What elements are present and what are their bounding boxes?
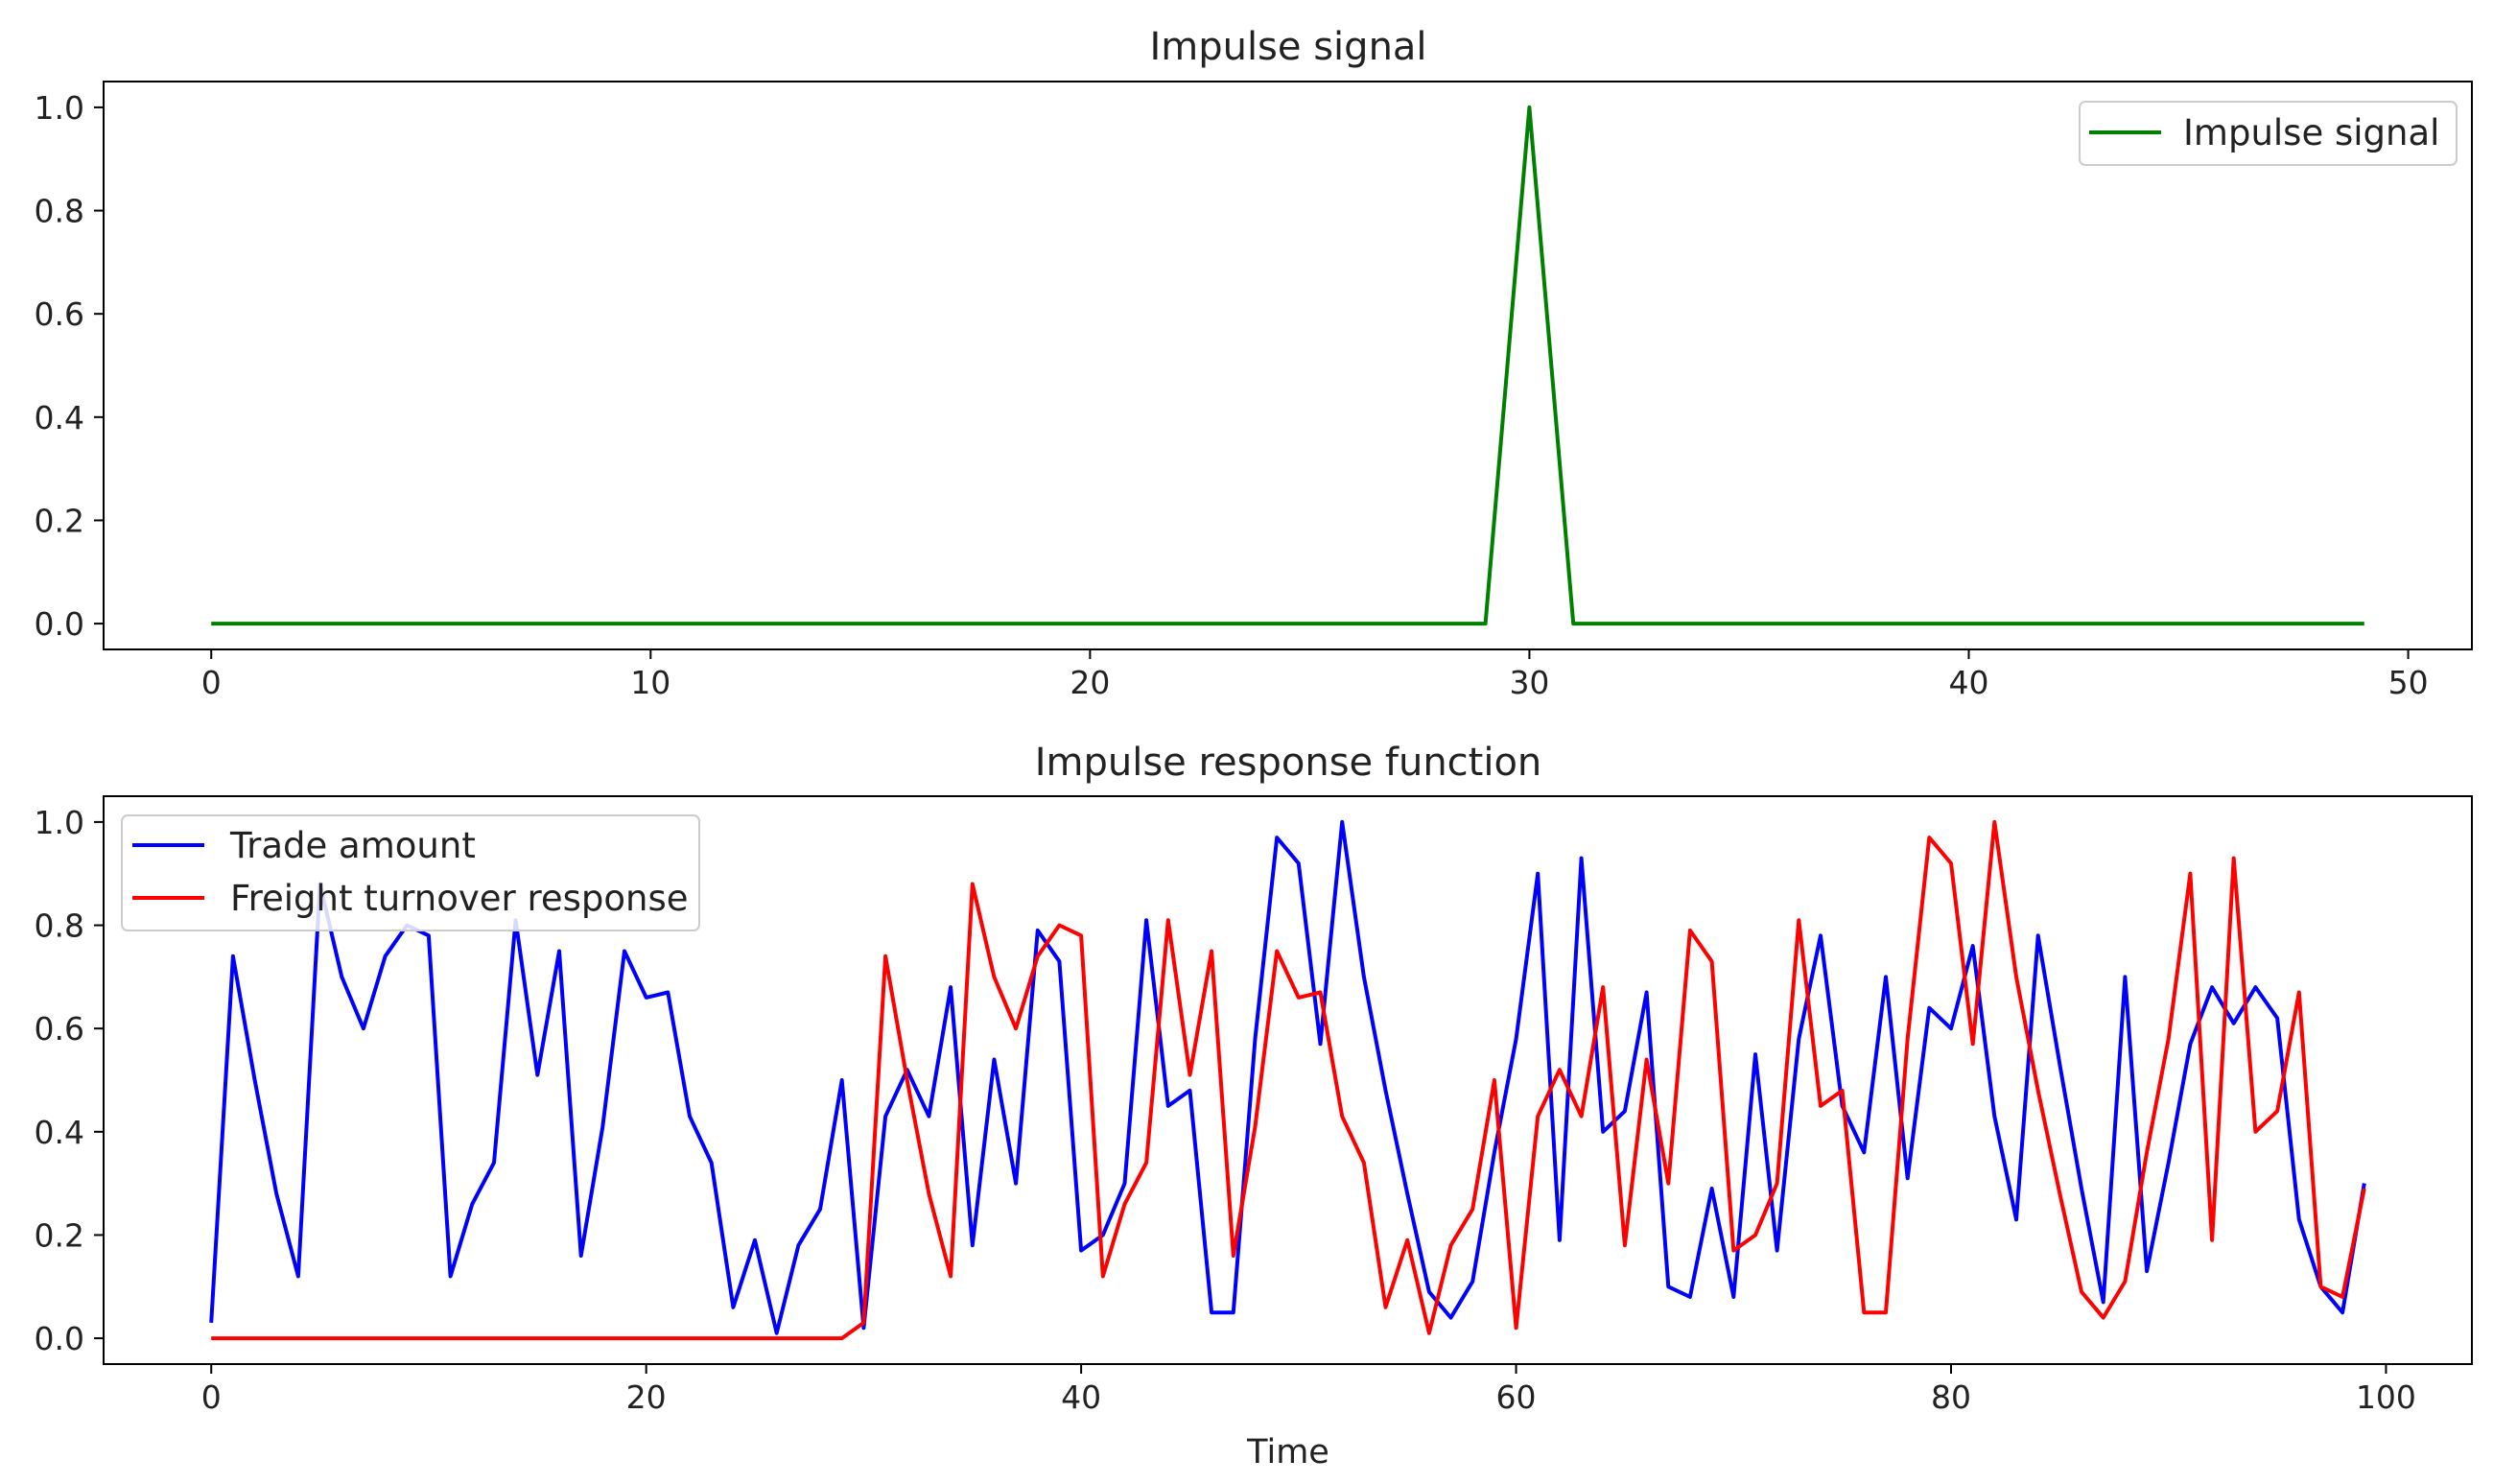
legend-label: Freight turnover response xyxy=(230,878,689,919)
y-tick-label: 0.4 xyxy=(35,1114,84,1151)
tick-group: 0 20 40 60 80 100 0.0 0.2 0.4 0.6 0.8 1.0 xyxy=(35,804,2416,1416)
y-tick-label: 1.0 xyxy=(35,89,84,127)
x-tick-label: 40 xyxy=(1949,664,1989,701)
chart-impulse-response: Impulse response function 0 20 40 60 80 100 0.… xyxy=(35,741,2473,1472)
plot-frame xyxy=(103,81,2473,650)
y-tick-label: 0.8 xyxy=(35,193,84,230)
y-tick-label: 0.8 xyxy=(35,907,84,945)
legend-box xyxy=(2079,101,2458,166)
x-tick-label: 20 xyxy=(626,1378,667,1416)
plot-frame xyxy=(103,795,2473,1365)
y-tick-label: 0.0 xyxy=(35,1320,84,1357)
y-tick-label: 1.0 xyxy=(35,804,84,841)
chart-impulse-signal: Impulse signal 0 10 20 30 40 50 0.0 0.2 0.4 0.6 0.… xyxy=(35,25,2473,701)
x-tick-label: 30 xyxy=(1509,664,1549,701)
x-tick-label: 10 xyxy=(630,664,670,701)
legend-box xyxy=(121,814,700,931)
x-axis-label: Time xyxy=(1246,1433,1329,1472)
x-tick-label: 20 xyxy=(1070,664,1110,701)
x-tick-label: 0 xyxy=(201,664,222,701)
series-group xyxy=(211,105,2364,626)
series-line xyxy=(211,819,2366,1341)
y-tick-label: 0.2 xyxy=(35,1216,84,1254)
y-tick-label: 0.2 xyxy=(35,502,84,539)
tick-group: 0 10 20 30 40 50 0.0 0.2 0.4 0.6 0.8 1.0 xyxy=(35,89,2429,701)
y-tick-label: 0.4 xyxy=(35,399,84,436)
x-tick-label: 40 xyxy=(1061,1378,1101,1416)
x-tick-label: 0 xyxy=(201,1378,222,1416)
legend: Impulse signal xyxy=(2079,101,2458,166)
legend: Trade amount Freight turnover response xyxy=(121,814,700,931)
x-tick-label: 100 xyxy=(2356,1378,2416,1416)
chart-title: Impulse response function xyxy=(1035,741,1542,785)
series-line xyxy=(209,819,2366,1335)
y-tick-label: 0.6 xyxy=(35,295,84,333)
y-tick-label: 0.6 xyxy=(35,1010,84,1048)
legend-label: Impulse signal xyxy=(2183,112,2439,153)
legend-label: Trade amount xyxy=(229,825,476,866)
chart-title: Impulse signal xyxy=(1149,25,1426,69)
x-tick-label: 80 xyxy=(1931,1378,1971,1416)
series-line xyxy=(211,105,2364,626)
y-tick-label: 0.0 xyxy=(35,605,84,643)
x-tick-label: 50 xyxy=(2388,664,2429,701)
series-group xyxy=(209,819,2366,1341)
x-tick-label: 60 xyxy=(1496,1378,1537,1416)
